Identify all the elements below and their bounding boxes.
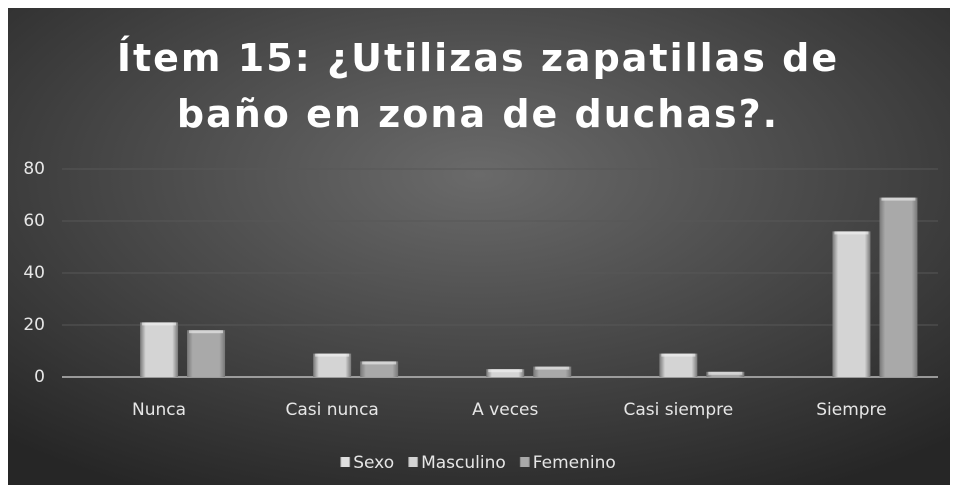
y-tick-label: 80: [23, 159, 45, 179]
bar-top: [189, 330, 224, 334]
y-tick-label: 20: [23, 315, 45, 335]
bar-top: [834, 231, 869, 235]
bar: [879, 197, 918, 377]
legend-marker: [340, 457, 351, 467]
bar-top: [315, 353, 350, 357]
bar-top: [535, 366, 570, 370]
bar: [140, 322, 179, 377]
bar: [187, 330, 226, 377]
legend-label: Femenino: [533, 453, 616, 473]
legend-marker: [519, 457, 530, 467]
bar: [360, 361, 399, 377]
bar: [486, 369, 525, 377]
x-tick-label: Casi nunca: [285, 400, 378, 420]
bar-top: [661, 353, 696, 357]
chart-title: Ítem 15: ¿Utilizas zapatillas de baño en…: [116, 36, 840, 136]
y-tick-label: 0: [34, 367, 45, 387]
bar: [533, 366, 572, 377]
chart-background: [8, 8, 950, 485]
bar-top: [488, 369, 523, 373]
bar-top: [362, 361, 397, 365]
bar: [832, 231, 871, 377]
legend-marker: [408, 457, 419, 467]
bar: [659, 353, 698, 377]
y-tick-label: 40: [23, 263, 45, 283]
bar-top: [708, 371, 743, 375]
x-tick-label: Siempre: [816, 400, 886, 420]
x-tick-label: Casi siempre: [623, 400, 733, 420]
bar: [313, 353, 352, 377]
legend-label: Masculino: [421, 453, 506, 473]
legend-label: Sexo: [353, 453, 394, 473]
bar-top: [881, 197, 916, 201]
legend: Sexo Masculino Femenino: [340, 453, 616, 473]
x-tick-label: Nunca: [132, 400, 186, 420]
bar-top: [142, 322, 177, 326]
y-tick-label: 60: [23, 211, 45, 231]
x-tick-label: A veces: [472, 400, 538, 420]
